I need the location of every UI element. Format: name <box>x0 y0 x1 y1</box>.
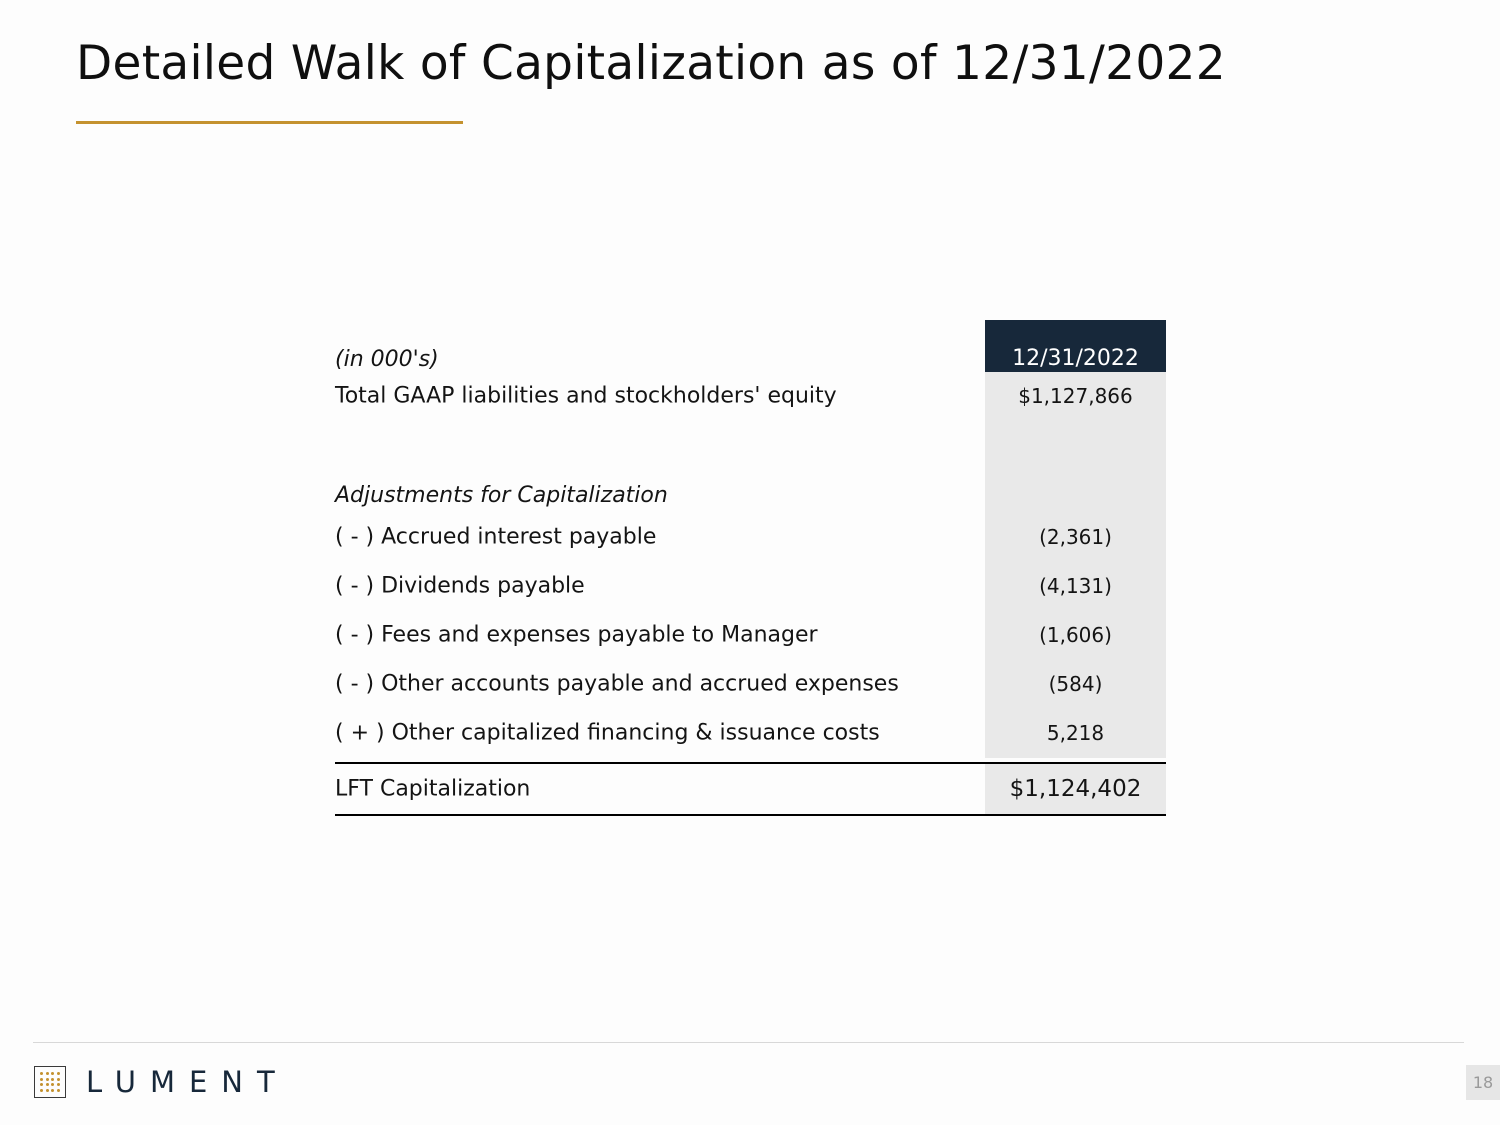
row-value: $1,127,866 <box>985 372 1166 420</box>
total-row: LFT Capitalization $1,124,402 <box>335 762 1166 816</box>
page-number: 18 <box>1466 1065 1500 1100</box>
row-label: Total GAAP liabilities and stockholders'… <box>335 383 837 409</box>
table-row: ( - ) Other accounts payable and accrued… <box>335 659 1166 708</box>
page-title: Detailed Walk of Capitalization as of 12… <box>76 36 1226 91</box>
table-row: ( - ) Accrued interest payable (2,361) <box>335 512 1166 561</box>
brand-logo: LUMENT <box>34 1065 289 1099</box>
row-value: (4,131) <box>985 561 1166 610</box>
brand-name: LUMENT <box>86 1065 289 1099</box>
row-value: (584) <box>985 659 1166 708</box>
total-label: LFT Capitalization <box>335 776 531 802</box>
table-header-row: (in 000's) 12/31/2022 <box>335 320 1166 372</box>
row-label: ( - ) Other accounts payable and accrued… <box>335 671 899 696</box>
row-label: ( - ) Dividends payable <box>335 573 585 598</box>
row-value: 5,218 <box>985 708 1166 758</box>
row-label: ( + ) Other capitalized financing & issu… <box>335 720 880 746</box>
total-value: $1,124,402 <box>985 764 1166 814</box>
footer-divider <box>33 1042 1464 1043</box>
row-label: ( - ) Accrued interest payable <box>335 524 657 549</box>
row-label: ( - ) Fees and expenses payable to Manag… <box>335 622 818 647</box>
table-row: ( - ) Dividends payable (4,131) <box>335 561 1166 610</box>
table-row: ( - ) Fees and expenses payable to Manag… <box>335 610 1166 659</box>
row-value: (2,361) <box>985 512 1166 561</box>
units-label: (in 000's) <box>335 347 439 372</box>
empty-cell <box>985 420 1166 460</box>
empty-cell <box>985 460 1166 512</box>
title-underline <box>76 121 463 124</box>
table-row: ( + ) Other capitalized financing & issu… <box>335 708 1166 758</box>
grid-dots-logo-icon <box>34 1066 66 1098</box>
adjustments-heading: Adjustments for Capitalization <box>335 483 668 508</box>
table-row: Total GAAP liabilities and stockholders'… <box>335 372 1166 420</box>
spacer-row <box>335 420 1166 460</box>
adjustments-heading-row: Adjustments for Capitalization <box>335 460 1166 512</box>
row-value: (1,606) <box>985 610 1166 659</box>
capitalization-table: (in 000's) 12/31/2022 Total GAAP liabili… <box>335 320 1166 816</box>
column-header-date: 12/31/2022 <box>985 320 1166 372</box>
